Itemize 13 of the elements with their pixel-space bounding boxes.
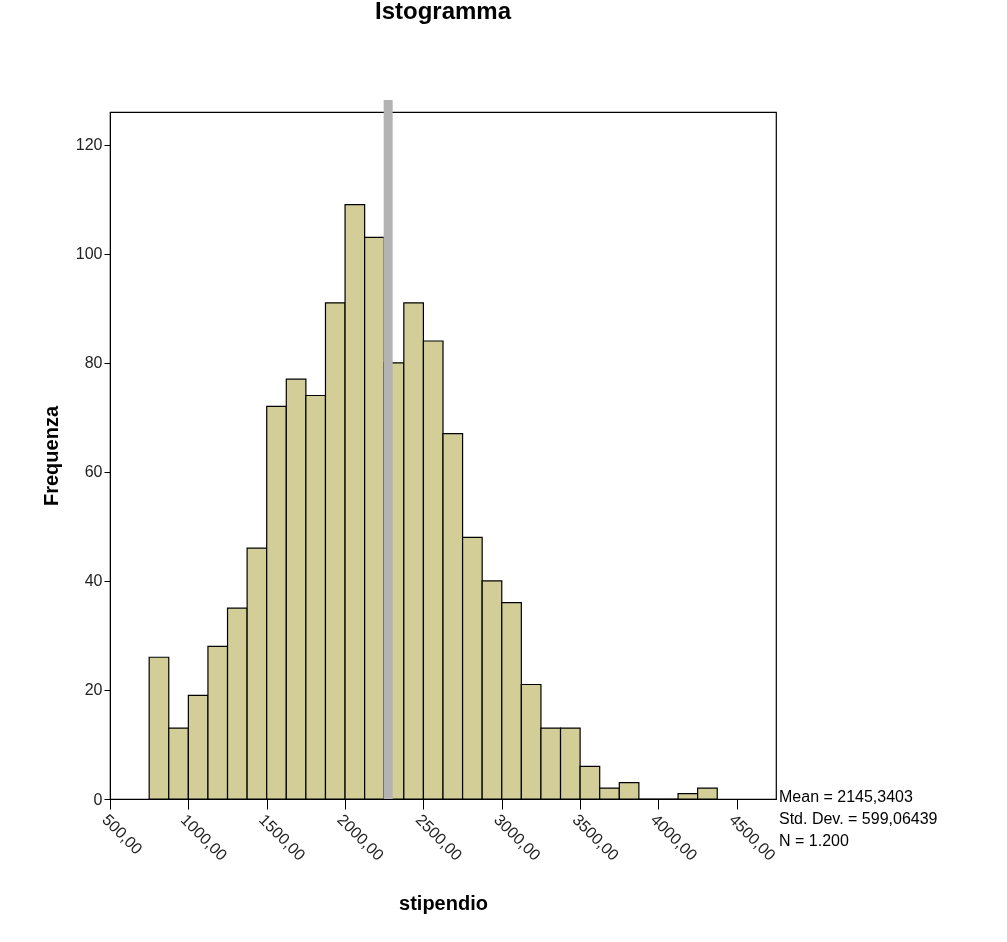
y-tick-label: 80 xyxy=(84,354,103,372)
x-axis-title: stipendio xyxy=(399,891,488,914)
y-tick-label: 40 xyxy=(84,572,103,590)
text: Std. Dev. = 599,06439 xyxy=(779,809,938,829)
y-tick-label: 120 xyxy=(75,136,103,154)
y-axis-title: Frequenza xyxy=(39,405,62,507)
y-tick-label: 0 xyxy=(93,790,103,808)
text: N = 1.200 xyxy=(779,831,850,851)
y-tick-label: 100 xyxy=(75,245,103,263)
text: Mean = 2145,3403 xyxy=(779,787,914,807)
chart-title: Istogramma xyxy=(374,0,512,24)
y-tick-label: 60 xyxy=(84,463,103,481)
y-tick-label: 20 xyxy=(84,681,103,699)
